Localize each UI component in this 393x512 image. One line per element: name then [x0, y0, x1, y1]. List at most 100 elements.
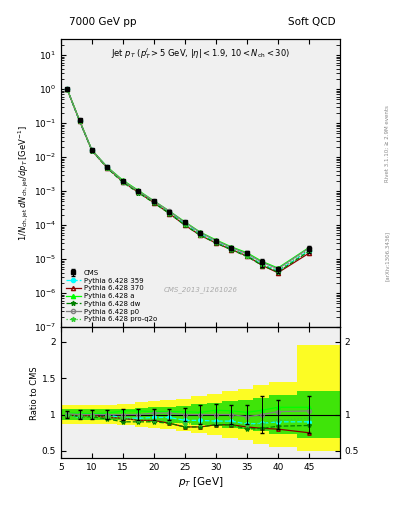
- Pythia 6.428 dw: [275, 269, 280, 275]
- Pythia 6.428 dw: [136, 189, 141, 196]
- X-axis label: $p_T$ [GeV]: $p_T$ [GeV]: [178, 475, 223, 489]
- Pythia 6.428 370: [198, 232, 203, 239]
- Pythia 6.428 dw: [105, 165, 110, 172]
- Pythia 6.428 dw: [183, 222, 187, 228]
- Pythia 6.428 a: [77, 117, 82, 123]
- Pythia 6.428 a: [152, 198, 156, 204]
- Pythia 6.428 359: [229, 246, 234, 252]
- Y-axis label: $1/N_{\rm ch,jet}\,dN_{\rm ch,jet}/dp_T\,[\rm GeV^{-1}]$: $1/N_{\rm ch,jet}\,dN_{\rm ch,jet}/dp_T\…: [16, 125, 31, 241]
- Pythia 6.428 a: [275, 265, 280, 271]
- Pythia 6.428 p0: [307, 245, 311, 251]
- Pythia 6.428 a: [105, 164, 110, 170]
- Pythia 6.428 359: [260, 262, 265, 268]
- Pythia 6.428 pro-q2o: [152, 199, 156, 205]
- Pythia 6.428 pro-q2o: [307, 247, 311, 253]
- Pythia 6.428 p0: [198, 230, 203, 236]
- Pythia 6.428 a: [307, 244, 311, 250]
- Pythia 6.428 370: [307, 250, 311, 257]
- Pythia 6.428 359: [213, 239, 218, 245]
- Pythia 6.428 359: [77, 118, 82, 124]
- Pythia 6.428 a: [198, 229, 203, 236]
- Pythia 6.428 a: [260, 259, 265, 265]
- Pythia 6.428 dw: [213, 240, 218, 246]
- Pythia 6.428 p0: [183, 220, 187, 226]
- Text: Soft QCD: Soft QCD: [288, 16, 336, 27]
- Pythia 6.428 a: [136, 187, 141, 194]
- Pythia 6.428 dw: [65, 86, 70, 92]
- Line: Pythia 6.428 dw: Pythia 6.428 dw: [65, 87, 311, 274]
- Pythia 6.428 370: [213, 240, 218, 246]
- Pythia 6.428 p0: [65, 86, 70, 92]
- Pythia 6.428 pro-q2o: [275, 268, 280, 274]
- Text: 7000 GeV pp: 7000 GeV pp: [69, 16, 136, 27]
- Pythia 6.428 359: [90, 147, 94, 153]
- Pythia 6.428 359: [244, 252, 249, 259]
- Pythia 6.428 pro-q2o: [183, 221, 187, 227]
- Pythia 6.428 a: [167, 208, 172, 214]
- Pythia 6.428 359: [198, 231, 203, 237]
- Pythia 6.428 pro-q2o: [136, 189, 141, 195]
- Pythia 6.428 p0: [77, 117, 82, 123]
- Text: Jet $p_T$ ($p^l_T>5$ GeV, $|\eta|<1.9$, $10<N_{\rm ch}<30$): Jet $p_T$ ($p^l_T>5$ GeV, $|\eta|<1.9$, …: [111, 46, 290, 61]
- Line: Pythia 6.428 p0: Pythia 6.428 p0: [65, 87, 311, 271]
- Pythia 6.428 dw: [90, 147, 94, 154]
- Pythia 6.428 359: [65, 86, 70, 92]
- Pythia 6.428 dw: [229, 247, 234, 253]
- Pythia 6.428 p0: [244, 251, 249, 257]
- Pythia 6.428 a: [244, 250, 249, 256]
- Pythia 6.428 pro-q2o: [229, 246, 234, 252]
- Pythia 6.428 359: [105, 164, 110, 170]
- Pythia 6.428 370: [121, 179, 125, 185]
- Pythia 6.428 p0: [275, 266, 280, 272]
- Pythia 6.428 dw: [260, 263, 265, 269]
- Pythia 6.428 370: [65, 86, 70, 92]
- Pythia 6.428 359: [275, 268, 280, 274]
- Pythia 6.428 a: [213, 237, 218, 243]
- Pythia 6.428 pro-q2o: [90, 147, 94, 154]
- Pythia 6.428 a: [183, 219, 187, 225]
- Pythia 6.428 p0: [167, 208, 172, 215]
- Pythia 6.428 370: [260, 263, 265, 269]
- Pythia 6.428 pro-q2o: [167, 210, 172, 216]
- Line: Pythia 6.428 370: Pythia 6.428 370: [65, 87, 311, 275]
- Pythia 6.428 359: [136, 189, 141, 195]
- Pythia 6.428 359: [152, 199, 156, 205]
- Pythia 6.428 dw: [198, 232, 203, 239]
- Pythia 6.428 370: [152, 200, 156, 206]
- Pythia 6.428 pro-q2o: [105, 165, 110, 171]
- Pythia 6.428 p0: [152, 198, 156, 204]
- Pythia 6.428 dw: [121, 179, 125, 185]
- Line: Pythia 6.428 359: Pythia 6.428 359: [65, 87, 311, 273]
- Pythia 6.428 pro-q2o: [260, 262, 265, 268]
- Pythia 6.428 pro-q2o: [198, 232, 203, 238]
- Pythia 6.428 dw: [77, 118, 82, 124]
- Pythia 6.428 359: [167, 209, 172, 216]
- Pythia 6.428 370: [167, 210, 172, 217]
- Line: Pythia 6.428 a: Pythia 6.428 a: [65, 87, 311, 270]
- Pythia 6.428 p0: [121, 178, 125, 184]
- Pythia 6.428 359: [307, 247, 311, 253]
- Pythia 6.428 pro-q2o: [77, 118, 82, 124]
- Pythia 6.428 a: [65, 86, 70, 92]
- Pythia 6.428 370: [244, 253, 249, 259]
- Pythia 6.428 370: [275, 270, 280, 276]
- Pythia 6.428 dw: [152, 200, 156, 206]
- Pythia 6.428 359: [183, 221, 187, 227]
- Text: Rivet 3.1.10; ≥ 2.9M events: Rivet 3.1.10; ≥ 2.9M events: [385, 105, 389, 182]
- Pythia 6.428 370: [105, 165, 110, 171]
- Text: [arXiv:1306.3436]: [arXiv:1306.3436]: [385, 231, 389, 281]
- Pythia 6.428 p0: [90, 147, 94, 153]
- Pythia 6.428 pro-q2o: [65, 86, 70, 92]
- Pythia 6.428 a: [229, 244, 234, 250]
- Text: CMS_2013_I1261026: CMS_2013_I1261026: [163, 286, 237, 293]
- Pythia 6.428 370: [90, 147, 94, 154]
- Pythia 6.428 pro-q2o: [121, 179, 125, 185]
- Pythia 6.428 p0: [105, 164, 110, 170]
- Pythia 6.428 pro-q2o: [244, 252, 249, 259]
- Pythia 6.428 a: [121, 177, 125, 183]
- Pythia 6.428 370: [229, 247, 234, 253]
- Pythia 6.428 p0: [260, 260, 265, 266]
- Legend: CMS, Pythia 6.428 359, Pythia 6.428 370, Pythia 6.428 a, Pythia 6.428 dw, Pythia: CMS, Pythia 6.428 359, Pythia 6.428 370,…: [64, 268, 158, 324]
- Pythia 6.428 p0: [213, 238, 218, 244]
- Y-axis label: Ratio to CMS: Ratio to CMS: [30, 366, 39, 419]
